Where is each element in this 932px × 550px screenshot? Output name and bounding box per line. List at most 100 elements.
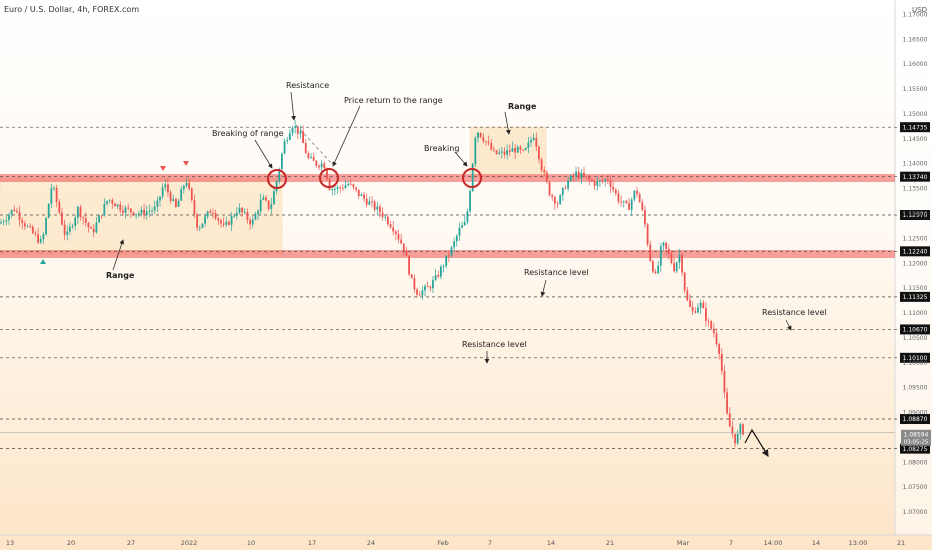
candle-body-58 bbox=[153, 206, 156, 211]
candle-body-46 bbox=[122, 210, 124, 213]
price-tick-16: 1.09000 bbox=[903, 410, 928, 417]
level-label-box-4 bbox=[900, 291, 930, 302]
candle-body-72 bbox=[190, 188, 193, 201]
candle-body-211 bbox=[559, 195, 562, 205]
candle-body-279 bbox=[739, 424, 742, 434]
candle-body-131 bbox=[347, 183, 350, 186]
candle-body-83 bbox=[220, 220, 222, 224]
time-tick-16: 21 bbox=[897, 539, 905, 547]
price-tick-13: 1.10500 bbox=[903, 335, 928, 342]
candle-body-169 bbox=[447, 255, 450, 257]
candle-body-258 bbox=[683, 272, 686, 291]
candle-body-4 bbox=[10, 209, 13, 215]
candle-body-275 bbox=[728, 413, 731, 427]
candle-body-92 bbox=[243, 212, 246, 213]
candle-body-241 bbox=[638, 194, 641, 203]
candle-body-80 bbox=[212, 213, 214, 214]
price-ticks: 1.17000 1.16500 1.16000 1.15500 1.15000 1.145… bbox=[903, 11, 928, 516]
candle-body-150 bbox=[397, 234, 400, 240]
price-tick-19: 1.07500 bbox=[903, 484, 928, 491]
candle-body-224 bbox=[593, 181, 596, 186]
candle-body-94 bbox=[249, 219, 251, 225]
candle-body-244 bbox=[646, 224, 649, 245]
price-tick-8: 1.13000 bbox=[903, 211, 928, 218]
candle-body-158 bbox=[418, 294, 421, 296]
candle-body-177 bbox=[469, 190, 471, 212]
level-label-5: 1.10670 bbox=[903, 327, 928, 334]
candle-body-239 bbox=[633, 190, 636, 200]
candle-body-89 bbox=[235, 212, 238, 216]
level-label-6: 1.10100 bbox=[903, 355, 928, 362]
candle-body-9 bbox=[23, 223, 26, 227]
candle-body-13 bbox=[34, 233, 37, 235]
candle-body-152 bbox=[402, 243, 405, 251]
candle-body-148 bbox=[392, 227, 395, 232]
price-tick-11: 1.11500 bbox=[903, 285, 928, 292]
candle-body-56 bbox=[148, 210, 151, 212]
candle-body-203 bbox=[538, 146, 540, 160]
candle-body-73 bbox=[193, 200, 196, 215]
candle-body-98 bbox=[259, 199, 262, 212]
candle-body-41 bbox=[108, 199, 111, 201]
label-breaking: Breaking bbox=[424, 144, 459, 153]
candle-body-260 bbox=[689, 300, 691, 307]
candle-body-76 bbox=[201, 223, 204, 228]
candle-body-60 bbox=[159, 196, 161, 201]
candle-body-214 bbox=[567, 180, 569, 189]
candle-body-253 bbox=[670, 253, 673, 264]
level-label-box-2 bbox=[900, 210, 930, 220]
candle-body-277 bbox=[734, 433, 736, 444]
breakout-circle-2 bbox=[319, 168, 339, 188]
candle-body-217 bbox=[575, 171, 577, 177]
candle-body-226 bbox=[599, 180, 601, 182]
candle-body-133 bbox=[352, 184, 355, 188]
candle-body-5 bbox=[13, 209, 16, 211]
price-tick-1: 1.16500 bbox=[903, 36, 928, 43]
candle-body-175 bbox=[463, 222, 466, 226]
candle-body-147 bbox=[389, 224, 392, 228]
level-label-2: 1.12970 bbox=[903, 212, 928, 219]
price-tick-12: 1.11000 bbox=[903, 310, 928, 317]
candle-body-155 bbox=[410, 274, 413, 279]
price-tick-0: 1.17000 bbox=[903, 11, 928, 18]
candle-body-178 bbox=[471, 163, 474, 191]
candle-body-182 bbox=[482, 137, 485, 142]
candle-body-65 bbox=[172, 198, 175, 201]
candle-body-53 bbox=[140, 209, 143, 214]
candle-body-91 bbox=[241, 207, 244, 213]
candle-body-257 bbox=[681, 254, 683, 273]
candle-body-75 bbox=[198, 227, 201, 229]
level-label-box-7 bbox=[900, 414, 930, 425]
candle-body-159 bbox=[421, 290, 424, 296]
candle-body-135 bbox=[357, 189, 360, 196]
label-resistance-level-3: Resistance level bbox=[762, 308, 827, 317]
time-tick-8: 7 bbox=[488, 539, 492, 547]
candle-body-207 bbox=[548, 181, 551, 196]
up-marker bbox=[40, 259, 46, 264]
candle-body-189 bbox=[500, 151, 503, 153]
candle-body-205 bbox=[543, 170, 546, 173]
candle-body-222 bbox=[588, 176, 591, 180]
candle-body-199 bbox=[527, 142, 530, 149]
candle-body-132 bbox=[349, 183, 352, 185]
candle-body-79 bbox=[209, 211, 212, 214]
time-tick-3: 2022 bbox=[181, 539, 198, 547]
label-price-return: Price return to the range bbox=[344, 96, 443, 105]
candle-body-173 bbox=[458, 227, 461, 236]
level-label-1: 1.13740 bbox=[903, 174, 928, 181]
range-box-left bbox=[0, 177, 283, 255]
candle-body-112 bbox=[296, 126, 299, 134]
candle-body-171 bbox=[453, 241, 456, 248]
candle-body-123 bbox=[326, 168, 328, 179]
price-tick-15: 1.09500 bbox=[903, 385, 928, 392]
candle-body-186 bbox=[493, 149, 495, 151]
candle-body-16 bbox=[42, 234, 45, 239]
breakout-circle-3 bbox=[462, 168, 482, 188]
candle-body-223 bbox=[591, 179, 593, 182]
candle-body-209 bbox=[553, 197, 556, 204]
level-label-box-6 bbox=[900, 352, 930, 363]
candle-body-154 bbox=[408, 256, 410, 275]
candle-body-195 bbox=[516, 146, 519, 153]
candle-body-268 bbox=[710, 321, 713, 329]
candle-body-122 bbox=[323, 163, 326, 169]
